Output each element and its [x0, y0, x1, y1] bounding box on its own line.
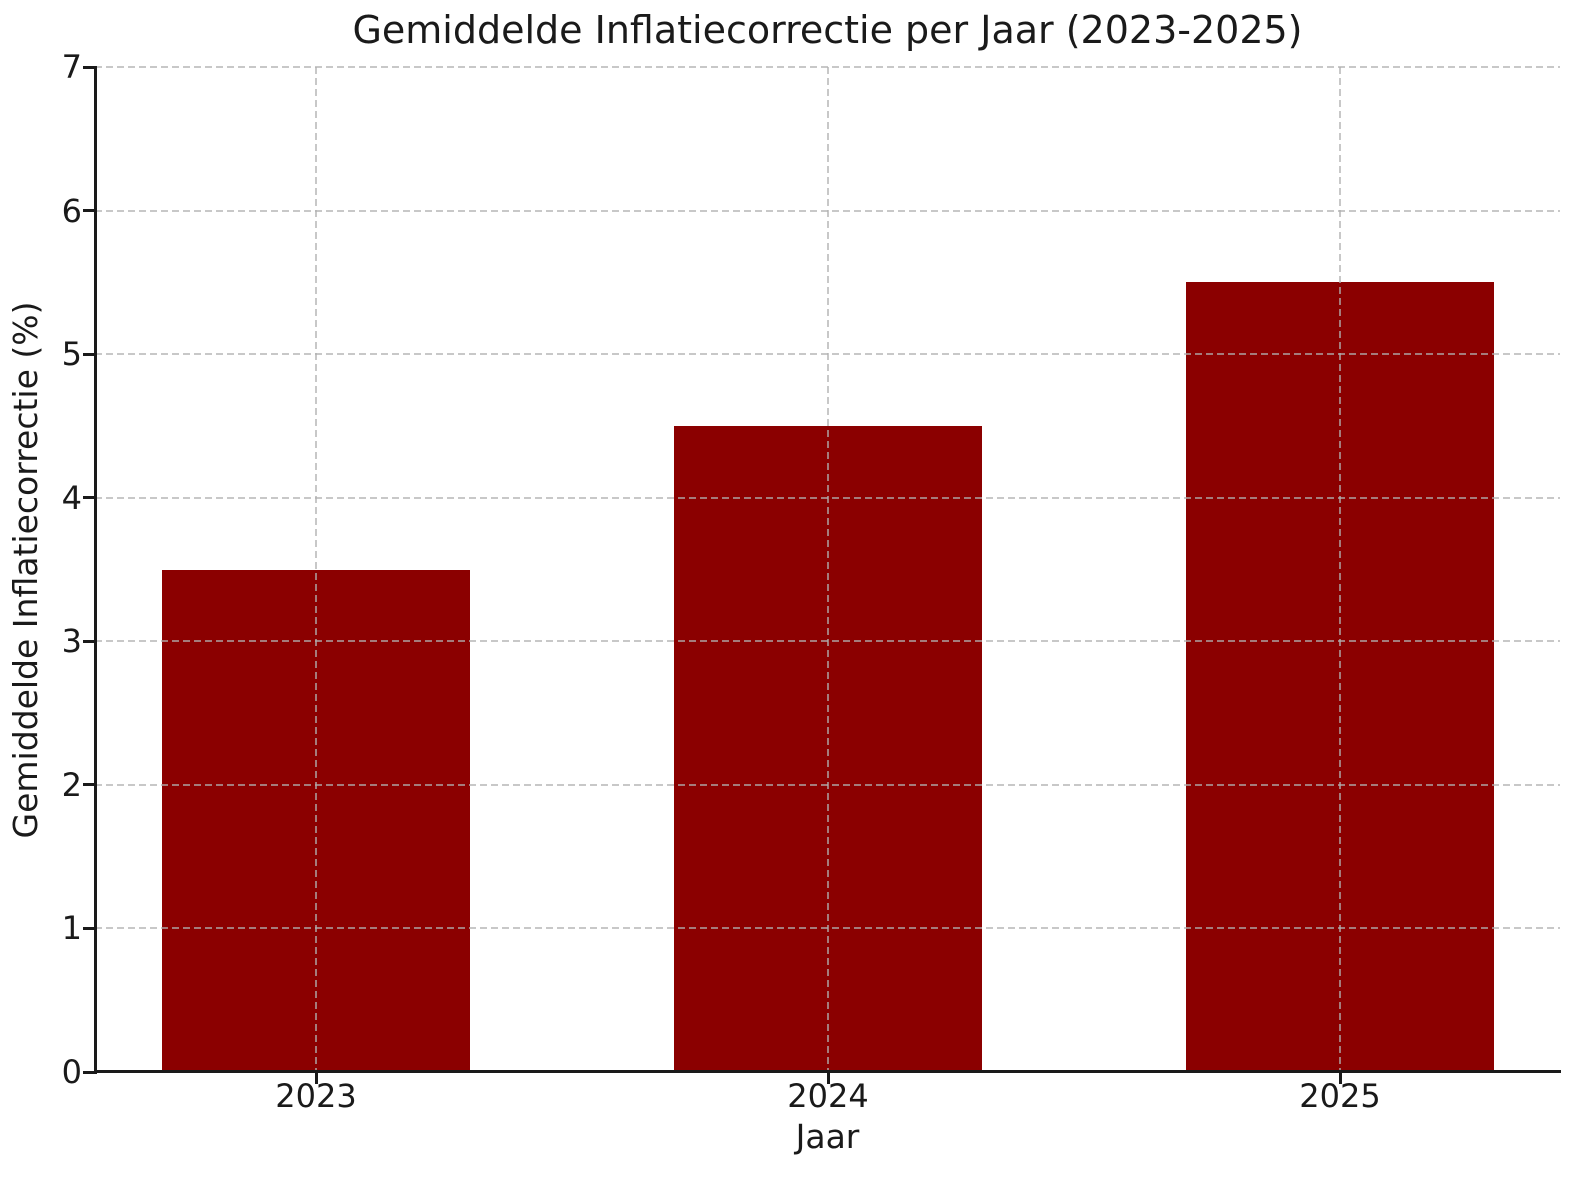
gridline-x-2023: [315, 67, 317, 1072]
y-tick-label-6: 6: [61, 191, 82, 230]
y-tick-label-1: 1: [61, 909, 82, 948]
x-tick-mark-2023: [314, 1072, 318, 1084]
gridline-x-2024: [827, 67, 829, 1072]
x-axis-label: Jaar: [795, 1117, 860, 1156]
y-tick-label-4: 4: [61, 478, 82, 517]
plot-area: [94, 66, 1561, 1074]
y-tick-mark-4: [83, 496, 95, 500]
grid-layer: [95, 66, 1560, 1072]
y-tick-mark-6: [83, 209, 95, 213]
y-tick-mark-3: [83, 639, 95, 643]
y-tick-label-0: 0: [61, 1053, 82, 1091]
x-tick-label-2024: 2024: [787, 1077, 869, 1115]
y-tick-label-3: 3: [61, 622, 82, 661]
y-tick-mark-7: [83, 65, 95, 69]
y-tick-mark-0: [83, 1070, 95, 1074]
chart-title: Gemiddelde Inflatiecorrectie per Jaar (2…: [352, 8, 1303, 52]
x-tick-label-2025: 2025: [1299, 1077, 1381, 1115]
x-axis-spine: [94, 1070, 1561, 1073]
spines-layer: [94, 66, 1561, 1074]
y-tick-mark-2: [83, 783, 95, 787]
y-axis-label: Gemiddelde Inflatiecorrectie (%): [6, 301, 46, 839]
y-tick-mark-1: [83, 926, 95, 930]
gridline-x-2025: [1339, 67, 1341, 1072]
x-tick-mark-2024: [826, 1072, 830, 1084]
x-tick-label-2023: 2023: [275, 1077, 357, 1115]
y-tick-mark-5: [83, 352, 95, 356]
y-tick-label-5: 5: [61, 335, 82, 374]
y-tick-label-2: 2: [61, 765, 82, 804]
y-axis-spine: [94, 66, 97, 1074]
x-tick-mark-2025: [1338, 1072, 1342, 1084]
y-tick-label-7: 7: [61, 48, 82, 86]
